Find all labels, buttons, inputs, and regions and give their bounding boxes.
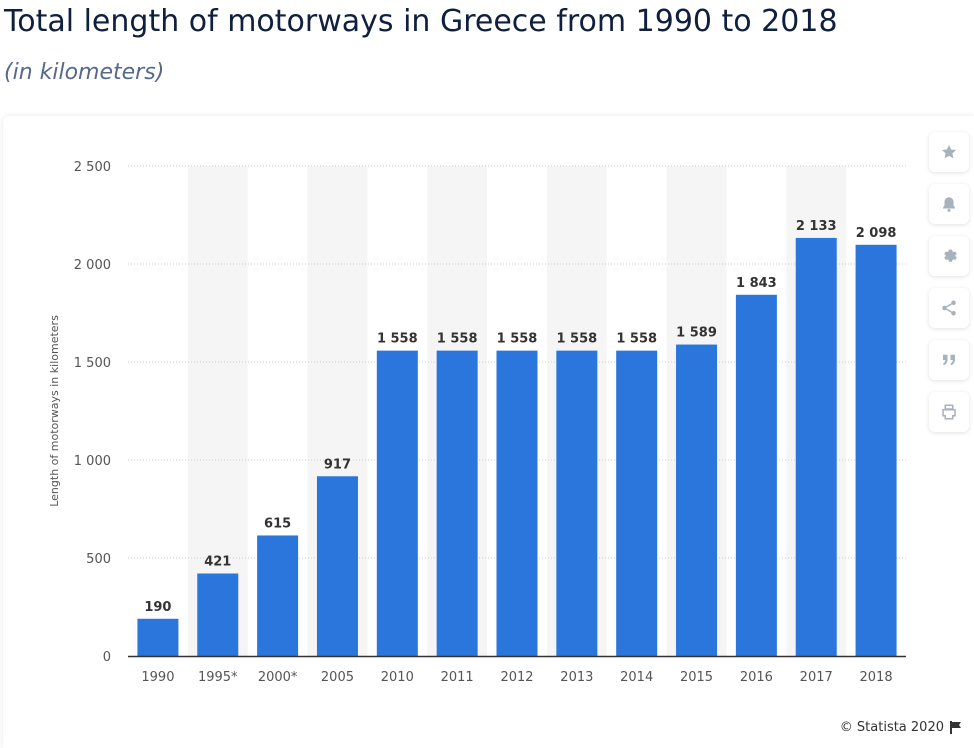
bell-icon	[943, 197, 955, 212]
data-label: 1 558	[377, 332, 418, 347]
star-icon	[941, 144, 957, 159]
page-title: Total length of motorways in Greece from…	[4, 4, 838, 39]
x-tick-label: 2005	[321, 670, 354, 685]
page-subtitle: (in kilometers)	[4, 60, 165, 85]
data-label: 2 098	[856, 226, 897, 241]
settings-button[interactable]	[929, 236, 969, 276]
data-labels: 190 421 615 917 1 558 1 558 1 558 1 558 1 558 1 5…	[144, 219, 896, 615]
y-tick-label: 1 000	[74, 454, 111, 469]
share-button[interactable]	[929, 288, 969, 328]
gear-icon	[944, 249, 957, 262]
footer-credit[interactable]: © Statista 2020	[840, 720, 962, 735]
print-icon	[942, 404, 956, 420]
data-label: 1 558	[616, 332, 657, 347]
data-label: 1 589	[676, 326, 717, 341]
bar[interactable]	[735, 294, 777, 656]
share-icon	[942, 300, 956, 316]
bar[interactable]	[197, 573, 239, 656]
y-tick-label: 1 500	[74, 356, 111, 371]
data-label: 2 133	[796, 219, 837, 234]
flag-icon	[950, 721, 961, 734]
favorite-button[interactable]	[929, 132, 969, 172]
y-tick-label: 500	[86, 552, 111, 567]
data-label: 1 843	[736, 276, 777, 291]
x-tick-label: 2010	[381, 670, 414, 685]
x-tick-label: 1990	[141, 670, 174, 685]
data-label: 190	[144, 600, 171, 615]
bars	[137, 237, 897, 657]
bar[interactable]	[137, 618, 179, 656]
y-tick-label: 2 000	[74, 258, 111, 273]
print-button[interactable]	[929, 392, 969, 432]
x-tick-label: 2014	[620, 670, 653, 685]
y-axis-label: Length of motorways in kilometers	[48, 315, 61, 507]
data-label: 1 558	[437, 332, 478, 347]
notification-button[interactable]	[929, 184, 969, 224]
x-tick-label: 2016	[740, 670, 773, 685]
bar[interactable]	[436, 350, 478, 656]
bar[interactable]	[556, 350, 598, 656]
header: Total length of motorways in Greece from…	[0, 0, 974, 118]
x-tick-label: 2011	[441, 670, 474, 685]
data-label: 1 558	[497, 332, 538, 347]
x-tick-labels: 1990 1995* 2000* 2005 2010 2011 2012 2013 2014 20…	[141, 670, 892, 685]
bar[interactable]	[496, 350, 538, 656]
data-label: 1 558	[556, 332, 597, 347]
data-label: 917	[324, 457, 351, 472]
cite-button[interactable]	[929, 340, 969, 380]
data-label: 421	[204, 554, 231, 569]
x-tick-label: 2013	[560, 670, 593, 685]
bar[interactable]	[795, 237, 837, 656]
bar[interactable]	[616, 350, 658, 656]
bar[interactable]	[316, 476, 358, 656]
y-tick-label: 0	[103, 650, 111, 665]
x-tick-label: 2018	[860, 670, 893, 685]
credit-text: © Statista 2020	[839, 720, 944, 735]
y-tick-label: 2 500	[74, 160, 111, 175]
x-tick-label: 2015	[680, 670, 713, 685]
quote-icon	[943, 354, 955, 366]
x-tick-label: 2012	[500, 670, 533, 685]
bar[interactable]	[855, 244, 897, 657]
bar[interactable]	[257, 535, 299, 656]
x-tick-label: 2017	[800, 670, 833, 685]
bar[interactable]	[376, 350, 418, 656]
x-tick-label: 2000*	[258, 670, 298, 685]
bar[interactable]	[676, 344, 718, 656]
data-label: 615	[264, 516, 291, 531]
x-tick-label: 1995*	[198, 670, 238, 685]
y-tick-labels: 0 500 1 000 1 500 2 000 2 500	[74, 160, 111, 665]
